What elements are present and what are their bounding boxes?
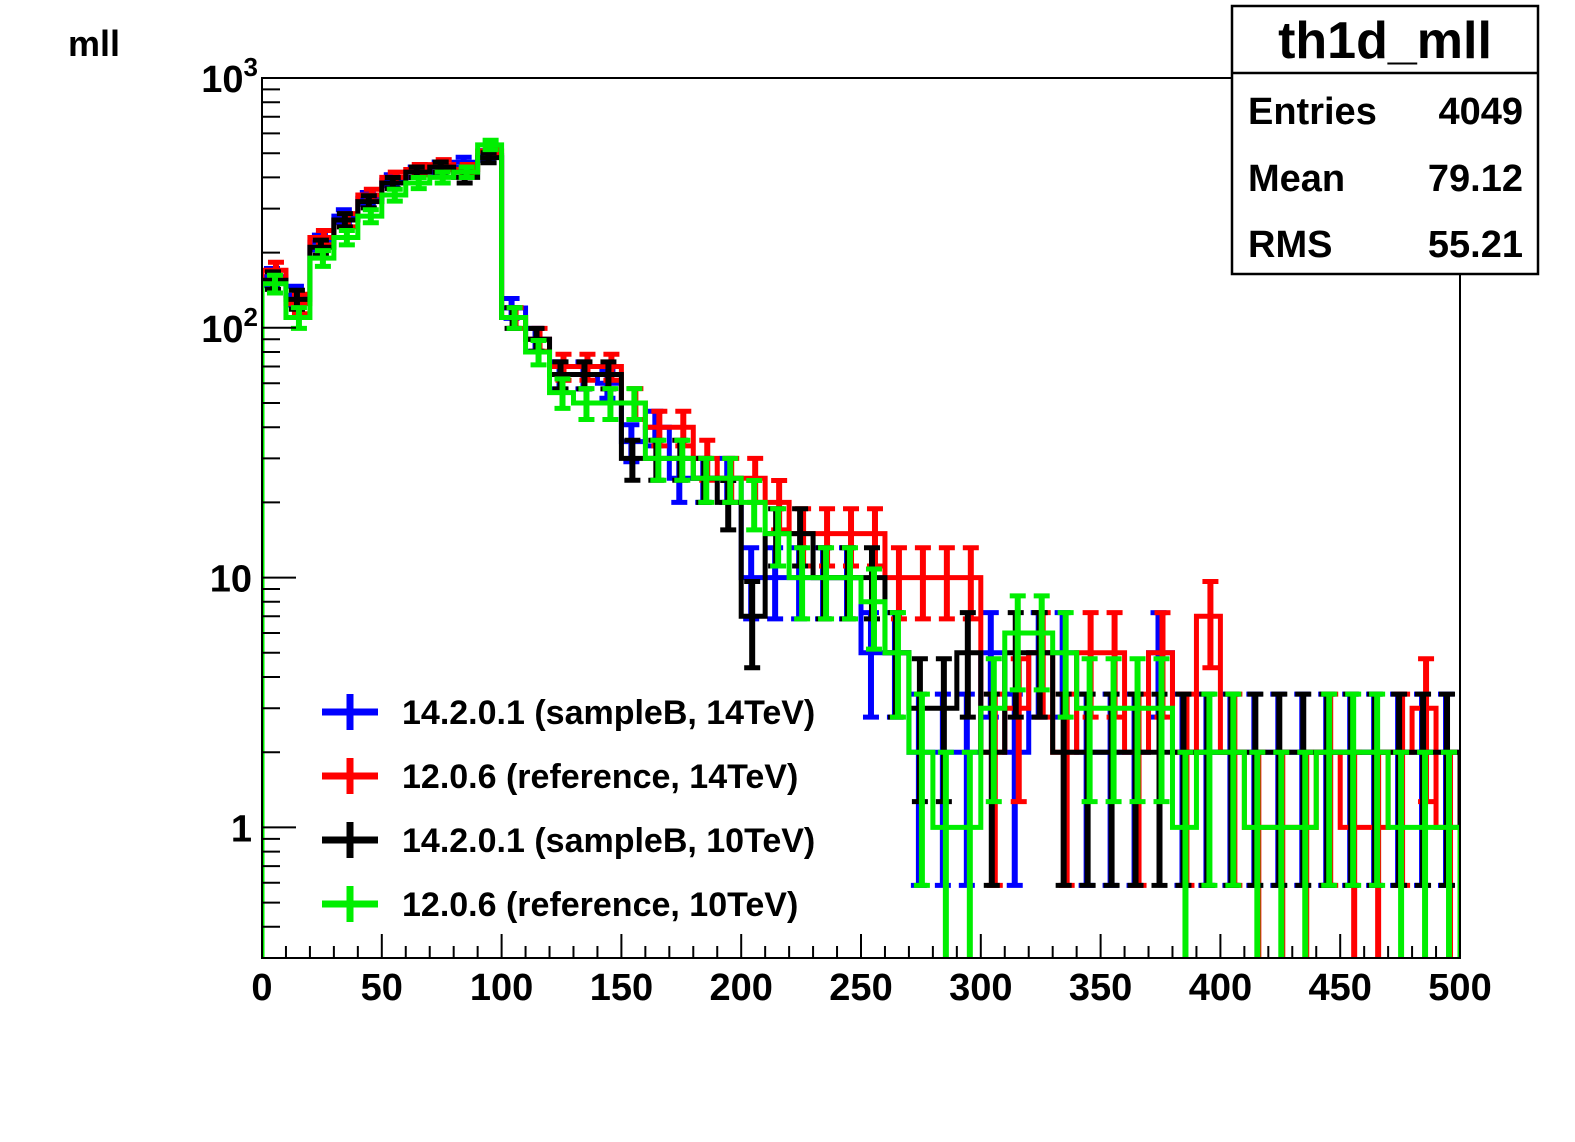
x-tick-label-350: 350: [1069, 967, 1132, 1009]
stats-mean-value: 79.12: [1428, 158, 1523, 200]
stats-mean-label: Mean: [1248, 158, 1345, 200]
x-tick-label-400: 400: [1189, 967, 1252, 1009]
x-tick-label-200: 200: [709, 967, 772, 1009]
x-tick-label-0: 0: [251, 967, 272, 1009]
stats-rms-value: 55.21: [1428, 224, 1523, 266]
y-axis-title: mll: [68, 23, 120, 64]
y-tick-label-1000: 103: [201, 52, 258, 101]
legend-label-3: 12.0.6 (reference, 10TeV): [402, 886, 798, 924]
stats-entries-value: 4049: [1438, 91, 1523, 133]
legend: 14.2.0.1 (sampleB, 14TeV) 12.0.6 (referen…: [322, 694, 815, 924]
stats-box: th1d_mll Entries 4049 Mean 79.12 RMS 55.…: [1230, 4, 1540, 276]
axes-layer: 0 50 100 150 200 250 300 350 400 450 500 1 10 102 103: [201, 52, 1491, 1009]
x-tick-label-100: 100: [470, 967, 533, 1009]
x-tick-label-500: 500: [1428, 967, 1491, 1009]
legend-label-0: 14.2.0.1 (sampleB, 14TeV): [402, 694, 815, 732]
y-tick-label-10: 10: [210, 559, 252, 601]
x-tick-label-450: 450: [1308, 967, 1371, 1009]
x-tick-label-300: 300: [949, 967, 1012, 1009]
stats-entries-label: Entries: [1248, 91, 1377, 133]
legend-label-2: 14.2.0.1 (sampleB, 10TeV): [402, 822, 815, 860]
x-tick-label-50: 50: [361, 967, 403, 1009]
stats-rms-label: RMS: [1248, 224, 1332, 266]
y-tick-label-1: 1: [231, 808, 252, 850]
stats-box-frame: [1230, 4, 1540, 276]
x-tick-label-250: 250: [829, 967, 892, 1009]
stats-title: th1d_mll: [1278, 12, 1492, 70]
x-tick-label-150: 150: [590, 967, 653, 1009]
y-tick-label-100: 102: [201, 302, 258, 351]
legend-label-1: 12.0.6 (reference, 14TeV): [402, 758, 798, 796]
